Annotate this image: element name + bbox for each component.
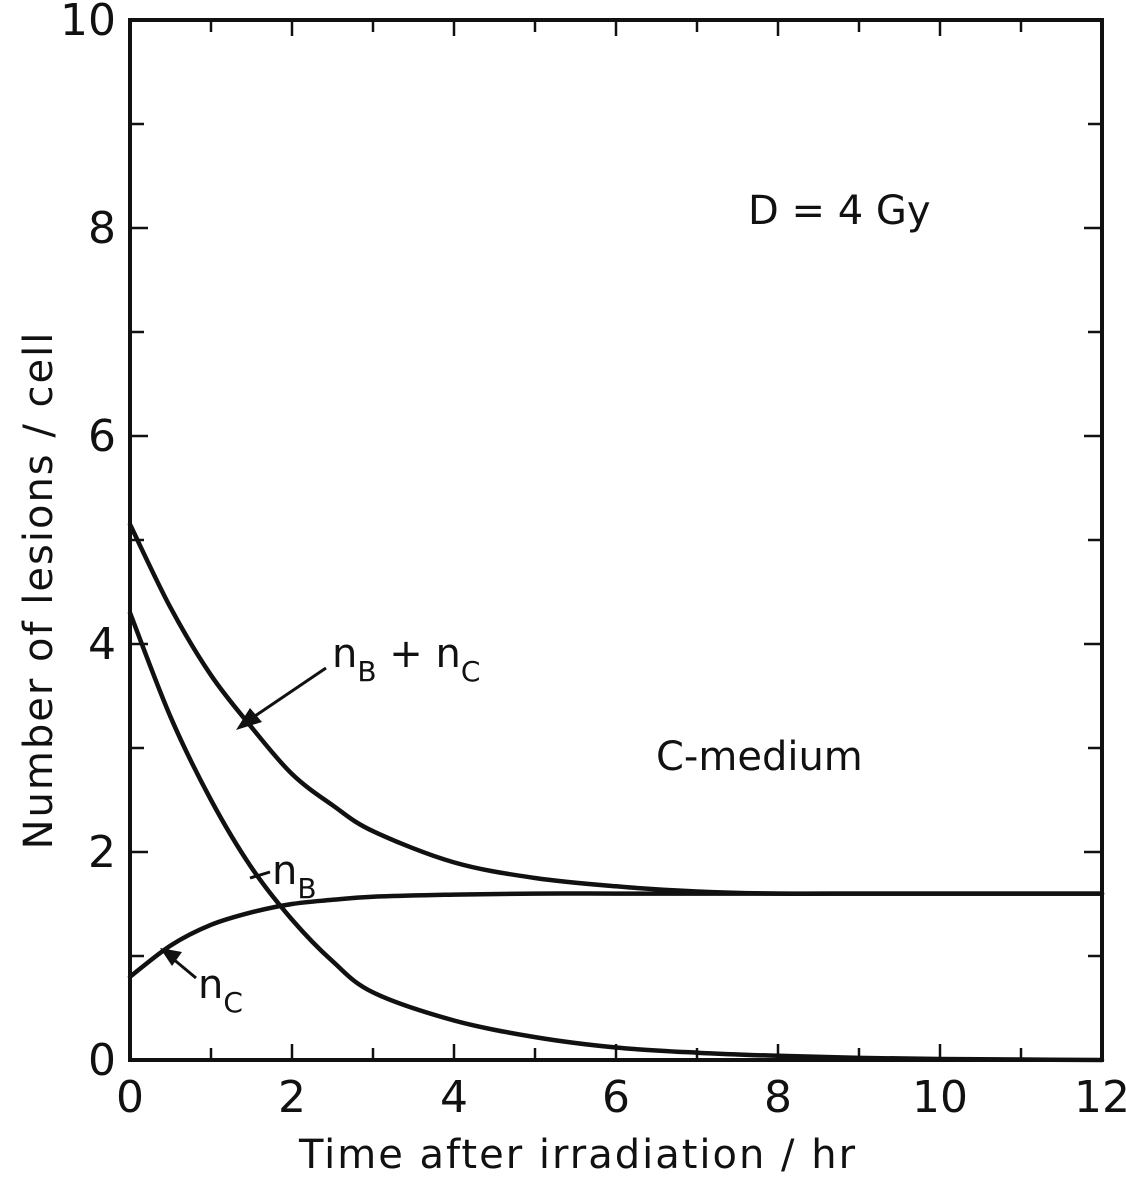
svg-text:nC: nC bbox=[198, 962, 243, 1019]
svg-text:nB: nB bbox=[272, 848, 317, 905]
axis-ticks bbox=[128, 18, 1104, 1062]
label-sub-b: B bbox=[357, 655, 376, 688]
label-sub-c: C bbox=[461, 655, 481, 688]
plot-frame bbox=[128, 18, 1104, 1062]
x-tick-label: 8 bbox=[764, 1072, 792, 1123]
y-tick-label: 4 bbox=[88, 619, 116, 670]
series-label-nb-plus-nc: nB + nC bbox=[236, 631, 480, 730]
x-tick-label: 12 bbox=[1074, 1072, 1126, 1123]
arrow-nb-plus-nc bbox=[251, 666, 327, 720]
label-n: n bbox=[198, 962, 223, 1008]
axis-tick-labels: 0 2 4 6 8 10 12 0 2 4 6 8 10 bbox=[60, 0, 1126, 1123]
label-n: n bbox=[332, 631, 357, 677]
label-plus-n: + n bbox=[377, 631, 461, 677]
x-tick-label: 6 bbox=[602, 1072, 630, 1123]
svg-text:nB + nC: nB + nC bbox=[332, 631, 480, 688]
series-line-nb-plus-nc bbox=[127, 522, 1105, 896]
arrow-nc bbox=[171, 956, 197, 980]
x-tick-label: 10 bbox=[912, 1072, 968, 1123]
arrow-nb bbox=[249, 870, 271, 880]
series-label-nc: nC bbox=[160, 948, 243, 1019]
y-tick-label: 10 bbox=[60, 0, 116, 46]
x-tick-label: 2 bbox=[278, 1072, 306, 1123]
series-line-nb bbox=[127, 610, 1105, 1063]
label-sub-b: B bbox=[297, 872, 316, 905]
y-tick-label: 2 bbox=[88, 827, 116, 878]
y-tick-label: 0 bbox=[88, 1035, 116, 1086]
series-line-nc bbox=[127, 891, 1105, 980]
arrowhead-nc bbox=[160, 948, 182, 966]
x-tick-label: 4 bbox=[440, 1072, 468, 1123]
y-axis-title: Number of lesions / cell bbox=[16, 331, 62, 850]
dose-annotation: D = 4 Gy bbox=[748, 188, 931, 234]
label-n: n bbox=[272, 848, 297, 894]
series-label-nb: nB bbox=[249, 848, 317, 905]
arrowhead-nb-plus-nc bbox=[236, 708, 262, 730]
medium-annotation: C-medium bbox=[656, 734, 863, 780]
x-tick-label: 0 bbox=[116, 1072, 144, 1123]
data-series bbox=[127, 522, 1105, 1063]
x-axis-title: Time after irradiation / hr bbox=[298, 1132, 857, 1178]
y-tick-label: 8 bbox=[88, 203, 116, 254]
label-sub-c: C bbox=[223, 986, 243, 1019]
y-tick-label: 6 bbox=[88, 411, 116, 462]
